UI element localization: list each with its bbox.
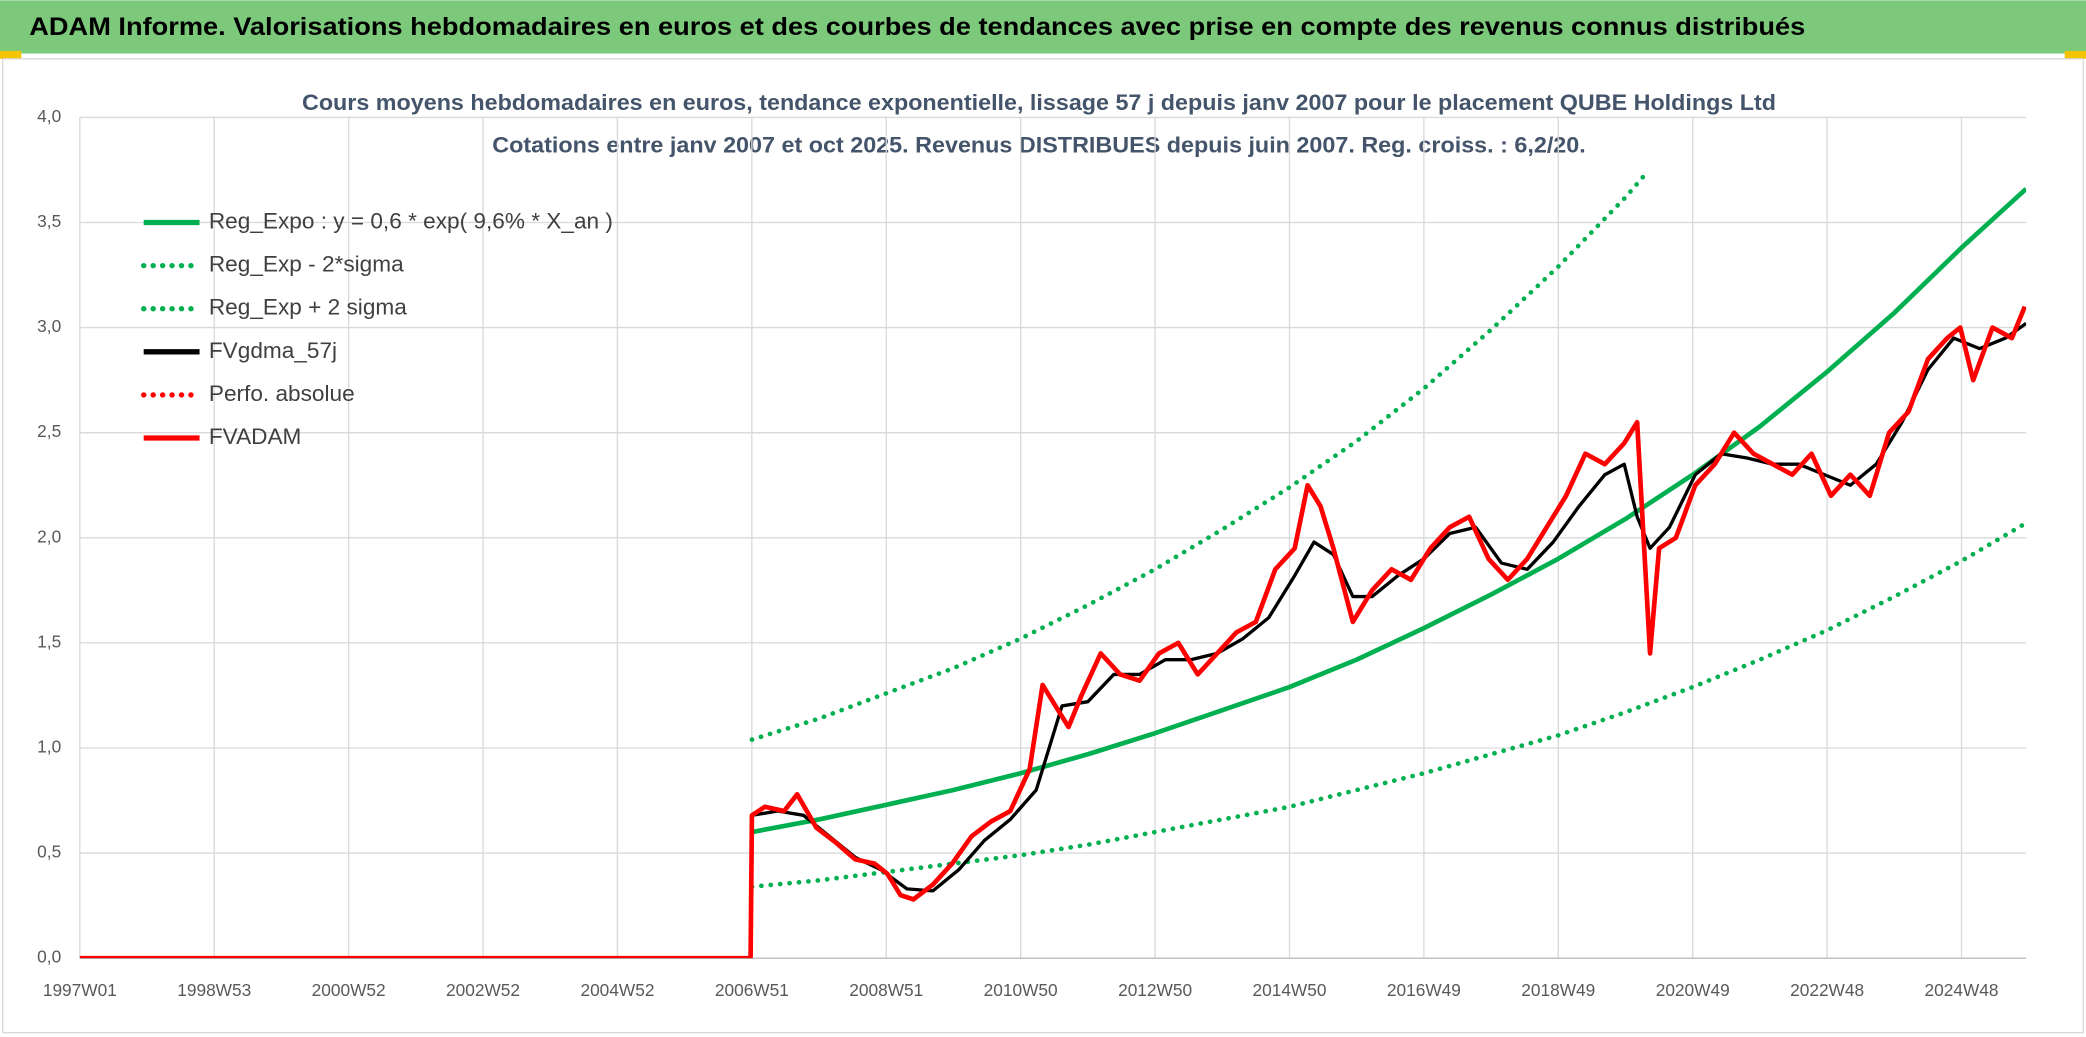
x-tick-label: 2000W52 bbox=[312, 980, 386, 1000]
series-line bbox=[79, 305, 2027, 959]
series-line bbox=[79, 321, 2027, 959]
x-tick-label: 1998W53 bbox=[177, 980, 251, 1000]
y-tick-label: 3,0 bbox=[37, 316, 61, 336]
y-tick-label: 0,0 bbox=[37, 947, 61, 967]
header-band bbox=[0, 0, 2086, 54]
legend-label: Reg_Expo : y = 0,6 * exp( 9,6% * X_an ) bbox=[209, 208, 613, 233]
y-tick-label: 0,5 bbox=[37, 842, 61, 862]
y-tick-label: 3,5 bbox=[37, 211, 61, 231]
x-tick-label: 2002W52 bbox=[446, 980, 520, 1000]
corner-mark bbox=[2064, 50, 2086, 59]
x-tick-label: 2010W50 bbox=[984, 980, 1058, 1000]
legend-label: FVADAM bbox=[209, 424, 302, 449]
legend-label: Perfo. absolue bbox=[209, 381, 355, 406]
legend-label: Reg_Exp + 2 sigma bbox=[209, 295, 407, 320]
y-tick-label: 4,0 bbox=[37, 106, 61, 126]
y-tick-label: 1,0 bbox=[37, 737, 61, 757]
x-tick-label: 2012W50 bbox=[1118, 980, 1192, 1000]
legend-label: Reg_Exp - 2*sigma bbox=[209, 252, 404, 277]
x-tick-label: 2004W52 bbox=[580, 980, 654, 1000]
x-tick-label: 1997W01 bbox=[43, 980, 117, 1000]
legend-label: FVgdma_57j bbox=[209, 338, 337, 363]
x-tick-label: 2024W48 bbox=[1925, 980, 1999, 1000]
x-tick-label: 2016W49 bbox=[1387, 980, 1461, 1000]
corner-mark bbox=[0, 50, 22, 59]
x-tick-label: 2006W51 bbox=[715, 980, 789, 1000]
x-tick-label: 2008W51 bbox=[849, 980, 923, 1000]
x-tick-label: 2014W50 bbox=[1252, 980, 1326, 1000]
subtitle: Cours moyens hebdomadaires en euros, ten… bbox=[302, 90, 1776, 115]
subtitle: Cotations entre janv 2007 et oct 2025. R… bbox=[492, 133, 1586, 158]
x-tick-label: 2018W49 bbox=[1521, 980, 1595, 1000]
x-tick-label: 2020W49 bbox=[1656, 980, 1730, 1000]
chart-border bbox=[1, 58, 2085, 1034]
y-tick-label: 2,0 bbox=[37, 526, 61, 546]
series-line bbox=[751, 187, 2027, 835]
y-tick-label: 2,5 bbox=[37, 421, 61, 441]
plot-area bbox=[79, 173, 2027, 959]
x-tick-label: 2022W48 bbox=[1790, 980, 1864, 1000]
page-title: ADAM Informe. Valorisations hebdomadaire… bbox=[29, 13, 1805, 41]
y-tick-label: 1,5 bbox=[37, 631, 61, 651]
